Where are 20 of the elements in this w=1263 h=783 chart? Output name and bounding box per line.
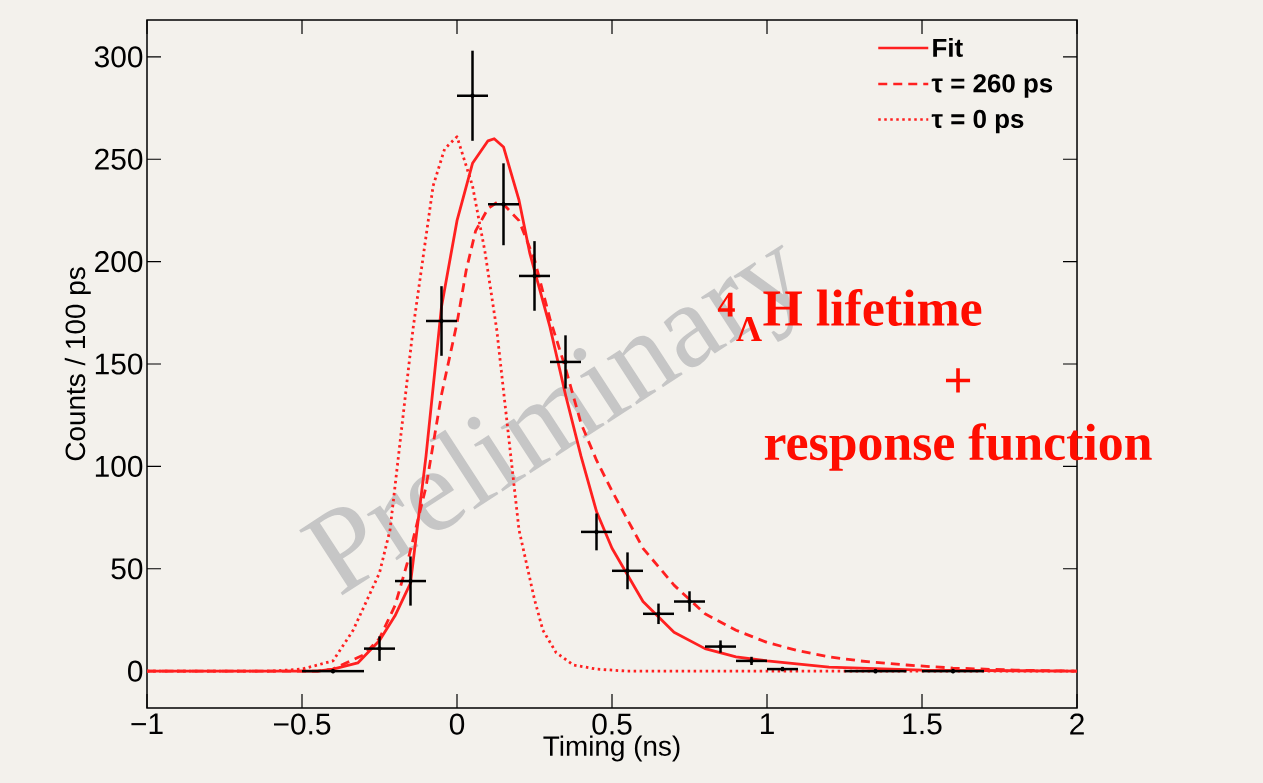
y-axis-title: Counts / 100 ps — [64, 267, 91, 461]
legend-label: τ = 260 ps — [931, 74, 1053, 98]
x-tick-label: 1 — [760, 713, 774, 735]
annotation: + — [945, 368, 971, 393]
x-tick-label: 0.5 — [592, 713, 632, 735]
y-tick-label: 0 — [128, 660, 143, 682]
y-tick-label: 250 — [95, 148, 143, 170]
y-tick-label: 200 — [95, 251, 143, 273]
x-tick-label: −1 — [131, 713, 163, 735]
x-tick-label: −0.5 — [273, 713, 331, 735]
x-axis-title: Timing (ns) — [543, 735, 680, 762]
x-tick-label: 0 — [449, 713, 465, 735]
y-tick-label: 300 — [94, 46, 143, 68]
legend-label: Fit — [933, 37, 963, 57]
x-tick-label: 1.5 — [903, 713, 942, 735]
legend-label: τ = 0 ps — [931, 109, 1024, 134]
y-tick-label: 100 — [95, 455, 143, 477]
y-tick-label: 50 — [111, 558, 143, 580]
y-tick-label: 150 — [95, 353, 143, 375]
x-tick-label: 2 — [1070, 713, 1084, 735]
